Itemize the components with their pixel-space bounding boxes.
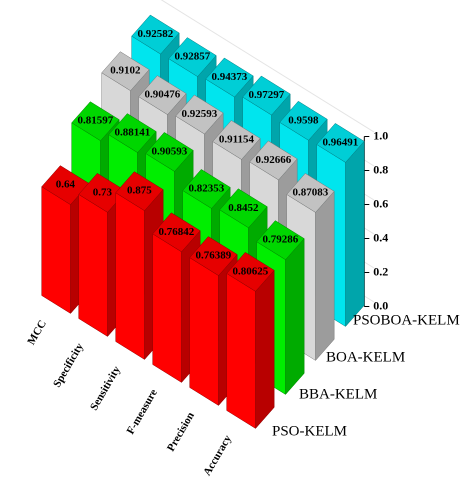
bar: [226, 252, 275, 430]
value-label: 0.90476: [145, 89, 181, 101]
bar-top: [256, 220, 305, 260]
series-label: BOA-KELM: [326, 349, 405, 365]
bar-side: [345, 140, 365, 328]
value-label: 0.87083: [293, 186, 329, 198]
z-tick-label: 0.2: [373, 264, 388, 278]
bar-front: [115, 192, 145, 360]
bar-top: [316, 123, 365, 163]
x-tick-label: Accuracy: [201, 433, 234, 478]
value-label: 0.79286: [263, 234, 299, 246]
bar-top: [71, 101, 120, 142]
value-label: 0.94373: [212, 71, 248, 83]
bar-top: [242, 75, 291, 116]
bar-front: [41, 186, 71, 314]
value-label: 0.80625: [233, 265, 269, 277]
bar-side: [285, 237, 305, 396]
value-label: 0.88141: [115, 127, 151, 139]
value-label: 0.875: [127, 185, 152, 197]
value-label: 0.8452: [228, 202, 259, 214]
bar-top: [131, 14, 180, 55]
value-label: 0.76842: [159, 226, 195, 238]
bar-top: [279, 100, 328, 141]
bar-top: [145, 132, 194, 172]
z-tick-label: 0.4: [373, 230, 388, 244]
bar-front: [226, 272, 256, 429]
value-label: 0.76389: [196, 250, 232, 262]
bar-top: [152, 212, 201, 253]
x-tick-label: MCC: [25, 318, 49, 347]
grid-line: [160, 0, 375, 133]
value-label: 0.92857: [175, 51, 211, 63]
value-label: 0.82353: [189, 182, 225, 194]
series-label: BBA-KELM: [299, 386, 377, 402]
x-tick-label: F-measure: [125, 387, 160, 436]
value-label: 0.9102: [110, 65, 141, 77]
bar-top: [286, 173, 335, 213]
bar-top: [168, 37, 217, 77]
series-label: PSO-KELM: [272, 423, 347, 439]
value-label: 0.81597: [78, 115, 114, 127]
value-label: 0.73: [93, 186, 113, 198]
x-tick-label: Specificity: [51, 341, 86, 390]
bar-front: [189, 257, 219, 406]
bar-top: [115, 171, 164, 212]
z-tick-label: 0.6: [373, 196, 388, 210]
x-tick-label: Precision: [165, 410, 197, 453]
bar-top: [226, 252, 275, 292]
value-label: 0.91154: [219, 133, 255, 145]
bar-top: [175, 94, 224, 135]
z-tick-label: 0.8: [373, 162, 388, 176]
value-label: 0.96491: [323, 136, 359, 148]
bar-top: [189, 236, 238, 276]
bar-top: [219, 188, 268, 229]
z-tick-label: 0.0: [373, 298, 388, 312]
value-label: 0.64: [56, 179, 76, 191]
value-label: 0.92593: [182, 108, 218, 120]
z-tick-label: 1.0: [373, 128, 388, 142]
bar-side: [255, 269, 275, 430]
value-label: 0.92666: [256, 154, 292, 166]
bar-top: [249, 140, 298, 181]
bar-front: [78, 193, 108, 337]
x-tick-label: Sensitivity: [88, 364, 123, 413]
bar-top: [108, 113, 157, 153]
bar-top: [138, 75, 187, 115]
bar-top: [182, 169, 231, 209]
value-label: 0.97297: [249, 89, 285, 101]
bar-top: [101, 51, 150, 92]
bar-top: [205, 57, 254, 98]
series-label: PSOBOA-KELM: [353, 312, 460, 328]
value-label: 0.90593: [152, 145, 188, 157]
bar-top: [212, 120, 261, 160]
bar-front: [152, 233, 182, 383]
value-label: 0.92582: [138, 28, 174, 40]
value-label: 0.9598: [288, 114, 319, 126]
bar-side: [315, 190, 335, 362]
